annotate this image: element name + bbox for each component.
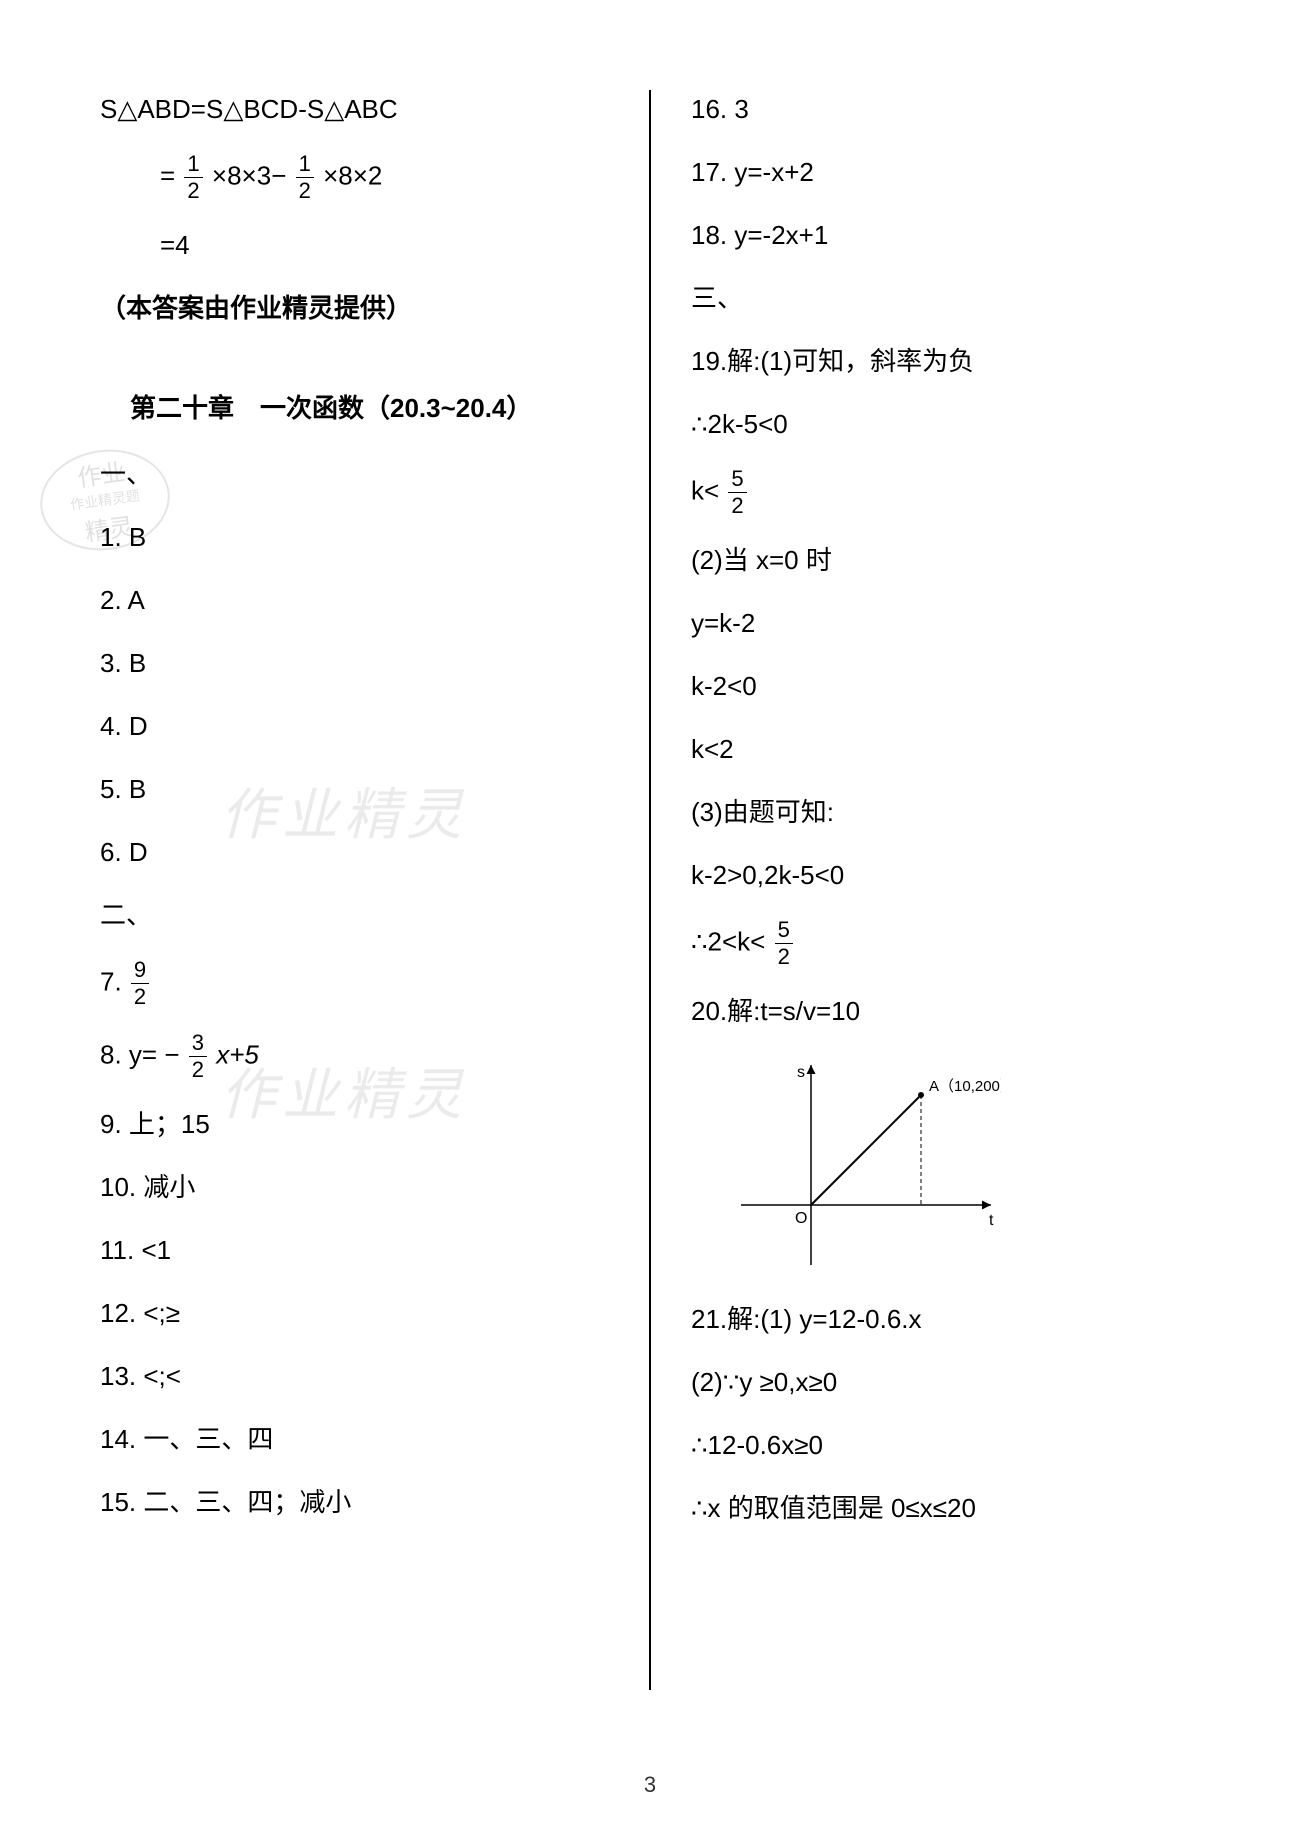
svg-text:A（10,200）: A（10,200）	[929, 1078, 1001, 1095]
right-column: 16. 3 17. y=-x+2 18. y=-2x+1 三、 19.解:(1)…	[661, 90, 1220, 1690]
text: 7.	[100, 966, 129, 996]
solution-line: (2)当 x=0 时	[691, 541, 1200, 580]
equation-line: = 1 2 ×8×3− 1 2 ×8×2	[100, 153, 609, 202]
answer-item: 7. 9 2	[100, 959, 609, 1008]
section-heading: 一、	[100, 455, 609, 494]
answer-item: 1. B	[100, 518, 609, 557]
solution-line: 21.解:(1) y=12-0.6.x	[691, 1300, 1200, 1339]
text: 8. y=	[100, 1039, 157, 1069]
chapter-title: 第二十章 一次函数（20.3~20.4）	[100, 388, 609, 425]
answer-item: 11. <1	[100, 1231, 609, 1270]
answer-item: 18. y=-2x+1	[691, 216, 1200, 255]
answer-item: 16. 3	[691, 90, 1200, 129]
answer-item: 12. <;≥	[100, 1294, 609, 1333]
equation-line: S△ABD=S△BCD-S△ABC	[100, 90, 609, 129]
fraction: 1 2	[296, 153, 314, 202]
answer-item: 4. D	[100, 707, 609, 746]
solution-line: (2)∵y ≥0,x≥0	[691, 1363, 1200, 1402]
solution-line: 19.解:(1)可知，斜率为负	[691, 342, 1200, 381]
answer-item: 6. D	[100, 833, 609, 872]
fraction: 5 2	[728, 468, 746, 517]
solution-line: k-2<0	[691, 667, 1200, 706]
svg-text:s: s	[797, 1064, 805, 1081]
fraction: 3 2	[189, 1032, 207, 1081]
text: k<	[691, 475, 719, 505]
fraction: 9 2	[131, 959, 149, 1008]
solution-line: (3)由题可知:	[691, 793, 1200, 832]
answer-item: 14. 一、三、四	[100, 1420, 609, 1459]
svg-text:t: t	[989, 1212, 994, 1229]
section-heading: 三、	[691, 279, 1200, 318]
solution-line: k-2>0,2k-5<0	[691, 856, 1200, 895]
text: −	[164, 1039, 179, 1069]
solution-line: 20.解:t=s/v=10	[691, 992, 1200, 1031]
text: ∴2<k<	[691, 926, 765, 956]
solution-line: k<2	[691, 730, 1200, 769]
section-heading: 二、	[100, 896, 609, 935]
answer-item: 8. y= − 3 2 x+5	[100, 1032, 609, 1081]
answer-item: 13. <;<	[100, 1357, 609, 1396]
svg-text:O: O	[795, 1210, 807, 1227]
credit-note: （本答案由作业精灵提供）	[100, 289, 609, 328]
solution-line: k< 5 2	[691, 468, 1200, 517]
line-graph: s t O A（10,200）	[721, 1055, 1200, 1280]
text: =	[160, 160, 175, 190]
page-number: 3	[644, 1772, 656, 1798]
text: ×8×3−	[212, 160, 286, 190]
answer-item: 2. A	[100, 581, 609, 620]
graph-svg: s t O A（10,200）	[721, 1055, 1001, 1275]
page-container: S△ABD=S△BCD-S△ABC = 1 2 ×8×3− 1 2 ×8×2 =…	[0, 0, 1300, 1730]
solution-line: ∴12-0.6x≥0	[691, 1426, 1200, 1465]
answer-item: 17. y=-x+2	[691, 153, 1200, 192]
text: x+5	[216, 1039, 259, 1069]
fraction: 1 2	[184, 153, 202, 202]
answer-item: 5. B	[100, 770, 609, 809]
answer-item: 9. 上；15	[100, 1105, 609, 1144]
solution-line: y=k-2	[691, 604, 1200, 643]
answer-item: 15. 二、三、四；减小	[100, 1483, 609, 1522]
column-divider	[649, 90, 651, 1690]
left-column: S△ABD=S△BCD-S△ABC = 1 2 ×8×3− 1 2 ×8×2 =…	[80, 90, 639, 1690]
solution-line: ∴2k-5<0	[691, 405, 1200, 444]
answer-item: 10. 减小	[100, 1168, 609, 1207]
solution-line: ∴2<k< 5 2	[691, 919, 1200, 968]
text: ×8×2	[323, 160, 382, 190]
solution-line: ∴x 的取值范围是 0≤x≤20	[691, 1489, 1200, 1528]
fraction: 5 2	[775, 919, 793, 968]
answer-item: 3. B	[100, 644, 609, 683]
equation-line: =4	[100, 226, 609, 265]
